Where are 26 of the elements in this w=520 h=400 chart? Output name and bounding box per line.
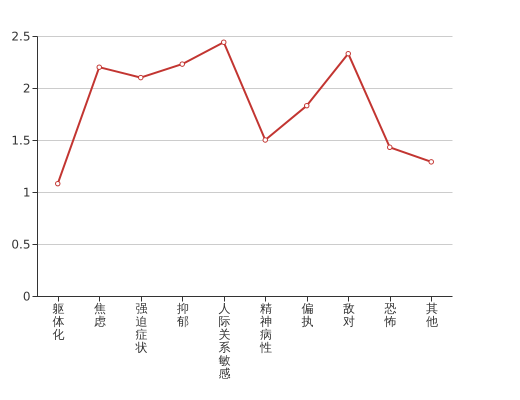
point (180, 61, 185, 67)
y-tick-label: 1.5 (11, 134, 30, 148)
x-tick-label: 强迫症状 (134, 302, 148, 354)
x-tick-label: 敌对 (342, 302, 355, 328)
point (304, 102, 310, 108)
point (262, 137, 268, 143)
y-tick-label: 2 (22, 82, 30, 96)
x-tick-label: 偏执 (301, 302, 314, 328)
x-tick-label: 恐怖 (383, 302, 396, 328)
x-tick-label: 抑郁 (176, 302, 189, 328)
x-tick-label: 焦虑 (94, 302, 106, 328)
x-tick-label: 精神病性 (258, 302, 272, 354)
x-tick-label: 人际关系敏感 (218, 302, 230, 380)
point (428, 159, 434, 165)
point (387, 144, 392, 150)
point (55, 180, 60, 186)
y-tick-label: 2.5 (11, 30, 30, 44)
point (96, 64, 102, 70)
y-tick-label: 1 (22, 186, 30, 200)
x-tick-label: 其他 (426, 302, 438, 328)
point (221, 40, 226, 45)
point (346, 50, 351, 56)
x-tick-label: 躯体化 (52, 302, 64, 342)
y-tick-label: 0 (22, 290, 30, 304)
y-tick-label: 0.5 (11, 238, 30, 252)
point (138, 74, 144, 80)
